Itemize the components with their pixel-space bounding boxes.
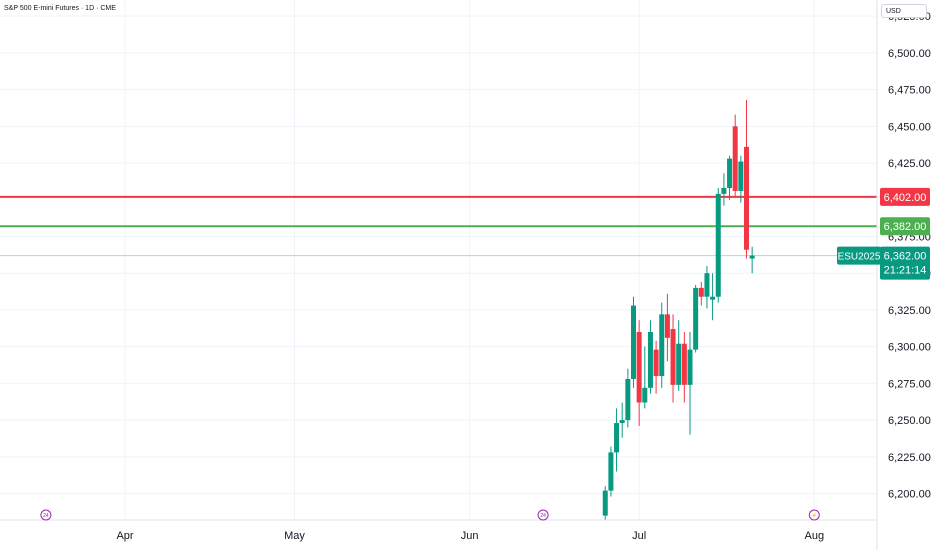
candle-body (619, 420, 625, 424)
currency-selector[interactable]: USD (881, 4, 927, 18)
y-tick-label: 6,475.00 (888, 85, 931, 97)
event-marker-label: 24 (43, 513, 49, 519)
countdown-label: 21:21:14 (884, 265, 927, 277)
candle (687, 331, 693, 435)
candle-body (664, 314, 670, 338)
candle (619, 402, 625, 438)
last-price-label: 6,362.00 (884, 251, 927, 263)
y-tick-label: 6,300.00 (888, 342, 931, 354)
candle (721, 173, 727, 206)
y-tick-label: 6,200.00 (888, 489, 931, 501)
candle-body (744, 146, 749, 250)
candle (744, 99, 749, 259)
candle (727, 155, 733, 200)
candle-body (715, 193, 721, 297)
candle-body (659, 314, 665, 377)
symbol-label-bg (837, 246, 881, 265)
candle-body (670, 329, 676, 385)
event-markers: 24 24 ⚡ (40, 509, 820, 521)
candle (625, 368, 631, 428)
support-price-label: 6,382.00 (884, 221, 927, 233)
candle (631, 296, 636, 388)
event-marker-circle (537, 509, 549, 521)
gridlines (0, 0, 877, 520)
candle-body (614, 423, 620, 453)
y-tick-label: 6,500.00 (888, 48, 931, 60)
event-marker-circle (40, 509, 52, 521)
y-tick-label: 6,450.00 (888, 121, 931, 133)
candle (710, 273, 716, 321)
candle (642, 346, 648, 409)
candle-body (749, 255, 755, 259)
candle (715, 188, 721, 303)
candle (653, 340, 659, 394)
candle (732, 114, 738, 197)
candle (698, 282, 704, 306)
resistance-price-label: 6,402.00 (884, 192, 927, 204)
y-tick-label: 6,425.00 (888, 158, 931, 170)
x-tick-label: Apr (116, 530, 133, 542)
candle-body (693, 287, 699, 350)
y-tick-label: 6,250.00 (888, 415, 931, 427)
y-tick-label: 6,275.00 (888, 378, 931, 390)
event-marker-circle (808, 509, 820, 521)
candle (664, 293, 670, 362)
candle-body (710, 296, 716, 300)
candle (614, 408, 620, 472)
event-marker-icon: 24 (40, 509, 52, 521)
candle-body (738, 161, 744, 191)
candle-body (642, 387, 648, 403)
candle (608, 446, 614, 497)
candle (738, 155, 744, 203)
candle (704, 265, 710, 309)
candle (681, 331, 687, 403)
horizontal-levels (0, 195, 877, 257)
candle (659, 302, 665, 388)
candle-body (608, 452, 614, 491)
y-tick-label: 6,325.00 (888, 305, 931, 317)
chart-title: S&P 500 E-mini Futures · 1D · CME (4, 5, 116, 12)
candle (602, 486, 608, 520)
candle-body (687, 349, 693, 385)
candle-body (727, 158, 733, 189)
x-tick-label: May (284, 530, 305, 542)
candle-body (625, 378, 631, 421)
candle (647, 320, 653, 394)
event-marker-icon: 24 (537, 509, 549, 521)
candle (670, 314, 676, 403)
resistance-price-label-bg (880, 187, 930, 206)
candle-body (636, 331, 642, 403)
candle-body (681, 343, 687, 385)
symbol-label: ESU2025 (838, 252, 881, 263)
candle-body (676, 343, 682, 385)
candle-body (698, 287, 704, 297)
candle-body (732, 126, 738, 191)
x-tick-label: Jun (461, 530, 479, 542)
last-price-label-bg (880, 246, 930, 280)
candle-body (721, 188, 727, 194)
support-price-label-bg (880, 217, 930, 236)
candle-body (602, 490, 608, 516)
candle-body (647, 331, 653, 388)
candle-body (704, 273, 710, 297)
event-marker-icon: ⚡ (808, 509, 820, 521)
candle (693, 284, 699, 353)
x-tick-label: Aug (805, 530, 825, 542)
candle (749, 246, 755, 274)
candle (636, 320, 642, 426)
candle-body (653, 349, 659, 377)
candle-body (631, 305, 636, 379)
y-tick-label: 6,225.00 (888, 452, 931, 464)
event-marker-label: 24 (540, 513, 546, 519)
candlesticks (602, 99, 755, 520)
event-marker-label: ⚡ (811, 512, 817, 519)
x-tick-label: Jul (632, 530, 646, 542)
candle (676, 320, 682, 391)
